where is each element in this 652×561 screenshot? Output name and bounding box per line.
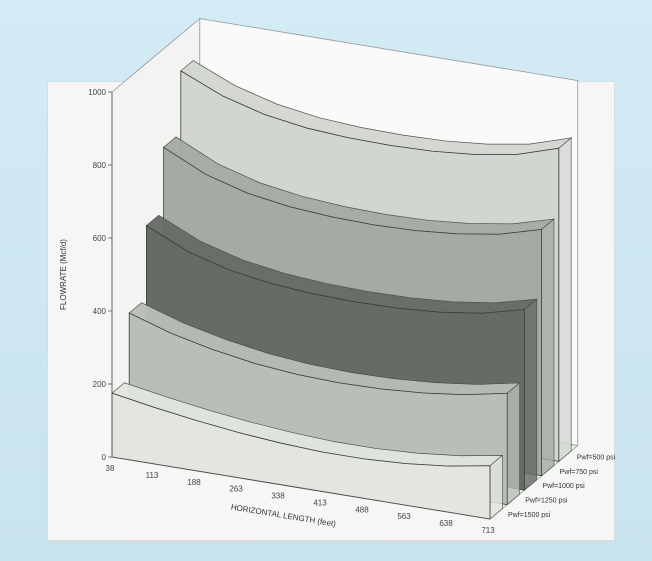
chart-ribbons: Pwf=500 psi Pwf=750 psi Pwf=1000 psi Pwf=12…	[111, 60, 616, 520]
x-tick-label: 413	[313, 498, 327, 507]
ribbon-end	[524, 298, 538, 491]
x-tick-label: 263	[229, 485, 243, 494]
legend-label: Pwf=750 psi	[560, 469, 599, 476]
x-tick-label: 38	[106, 464, 115, 473]
y-tick-label: 800	[93, 161, 107, 170]
ribbon-end	[506, 382, 520, 506]
legend-label: Pwf=500 psi	[577, 454, 616, 461]
x-tick-label: 488	[355, 505, 369, 514]
x-tick-label: 338	[271, 492, 285, 501]
y-tick-label: 400	[93, 307, 107, 316]
legend-label: Pwf=1250 psi	[525, 498, 568, 505]
ribbon-end	[558, 137, 572, 463]
y-axis-title: FLOWRATE (Mcf/d)	[59, 239, 68, 310]
x-tick-label: 563	[397, 512, 411, 521]
ribbon-end	[489, 454, 503, 520]
legend-label: Pwf=1500 psi	[508, 512, 551, 519]
y-tick-label: 600	[93, 234, 107, 243]
y-tick-label: 1000	[88, 88, 106, 97]
x-axis	[111, 456, 491, 520]
y-tick-label: 0	[102, 453, 107, 462]
legend-label: Pwf=1000 psi	[542, 483, 585, 490]
x-tick-label: 638	[439, 519, 453, 528]
x-tick-label: 713	[481, 526, 495, 535]
x-tick-label: 188	[187, 478, 201, 487]
ribbon-end	[541, 218, 555, 477]
x-tick-label: 113	[146, 471, 159, 480]
y-tick-label: 200	[93, 380, 107, 389]
